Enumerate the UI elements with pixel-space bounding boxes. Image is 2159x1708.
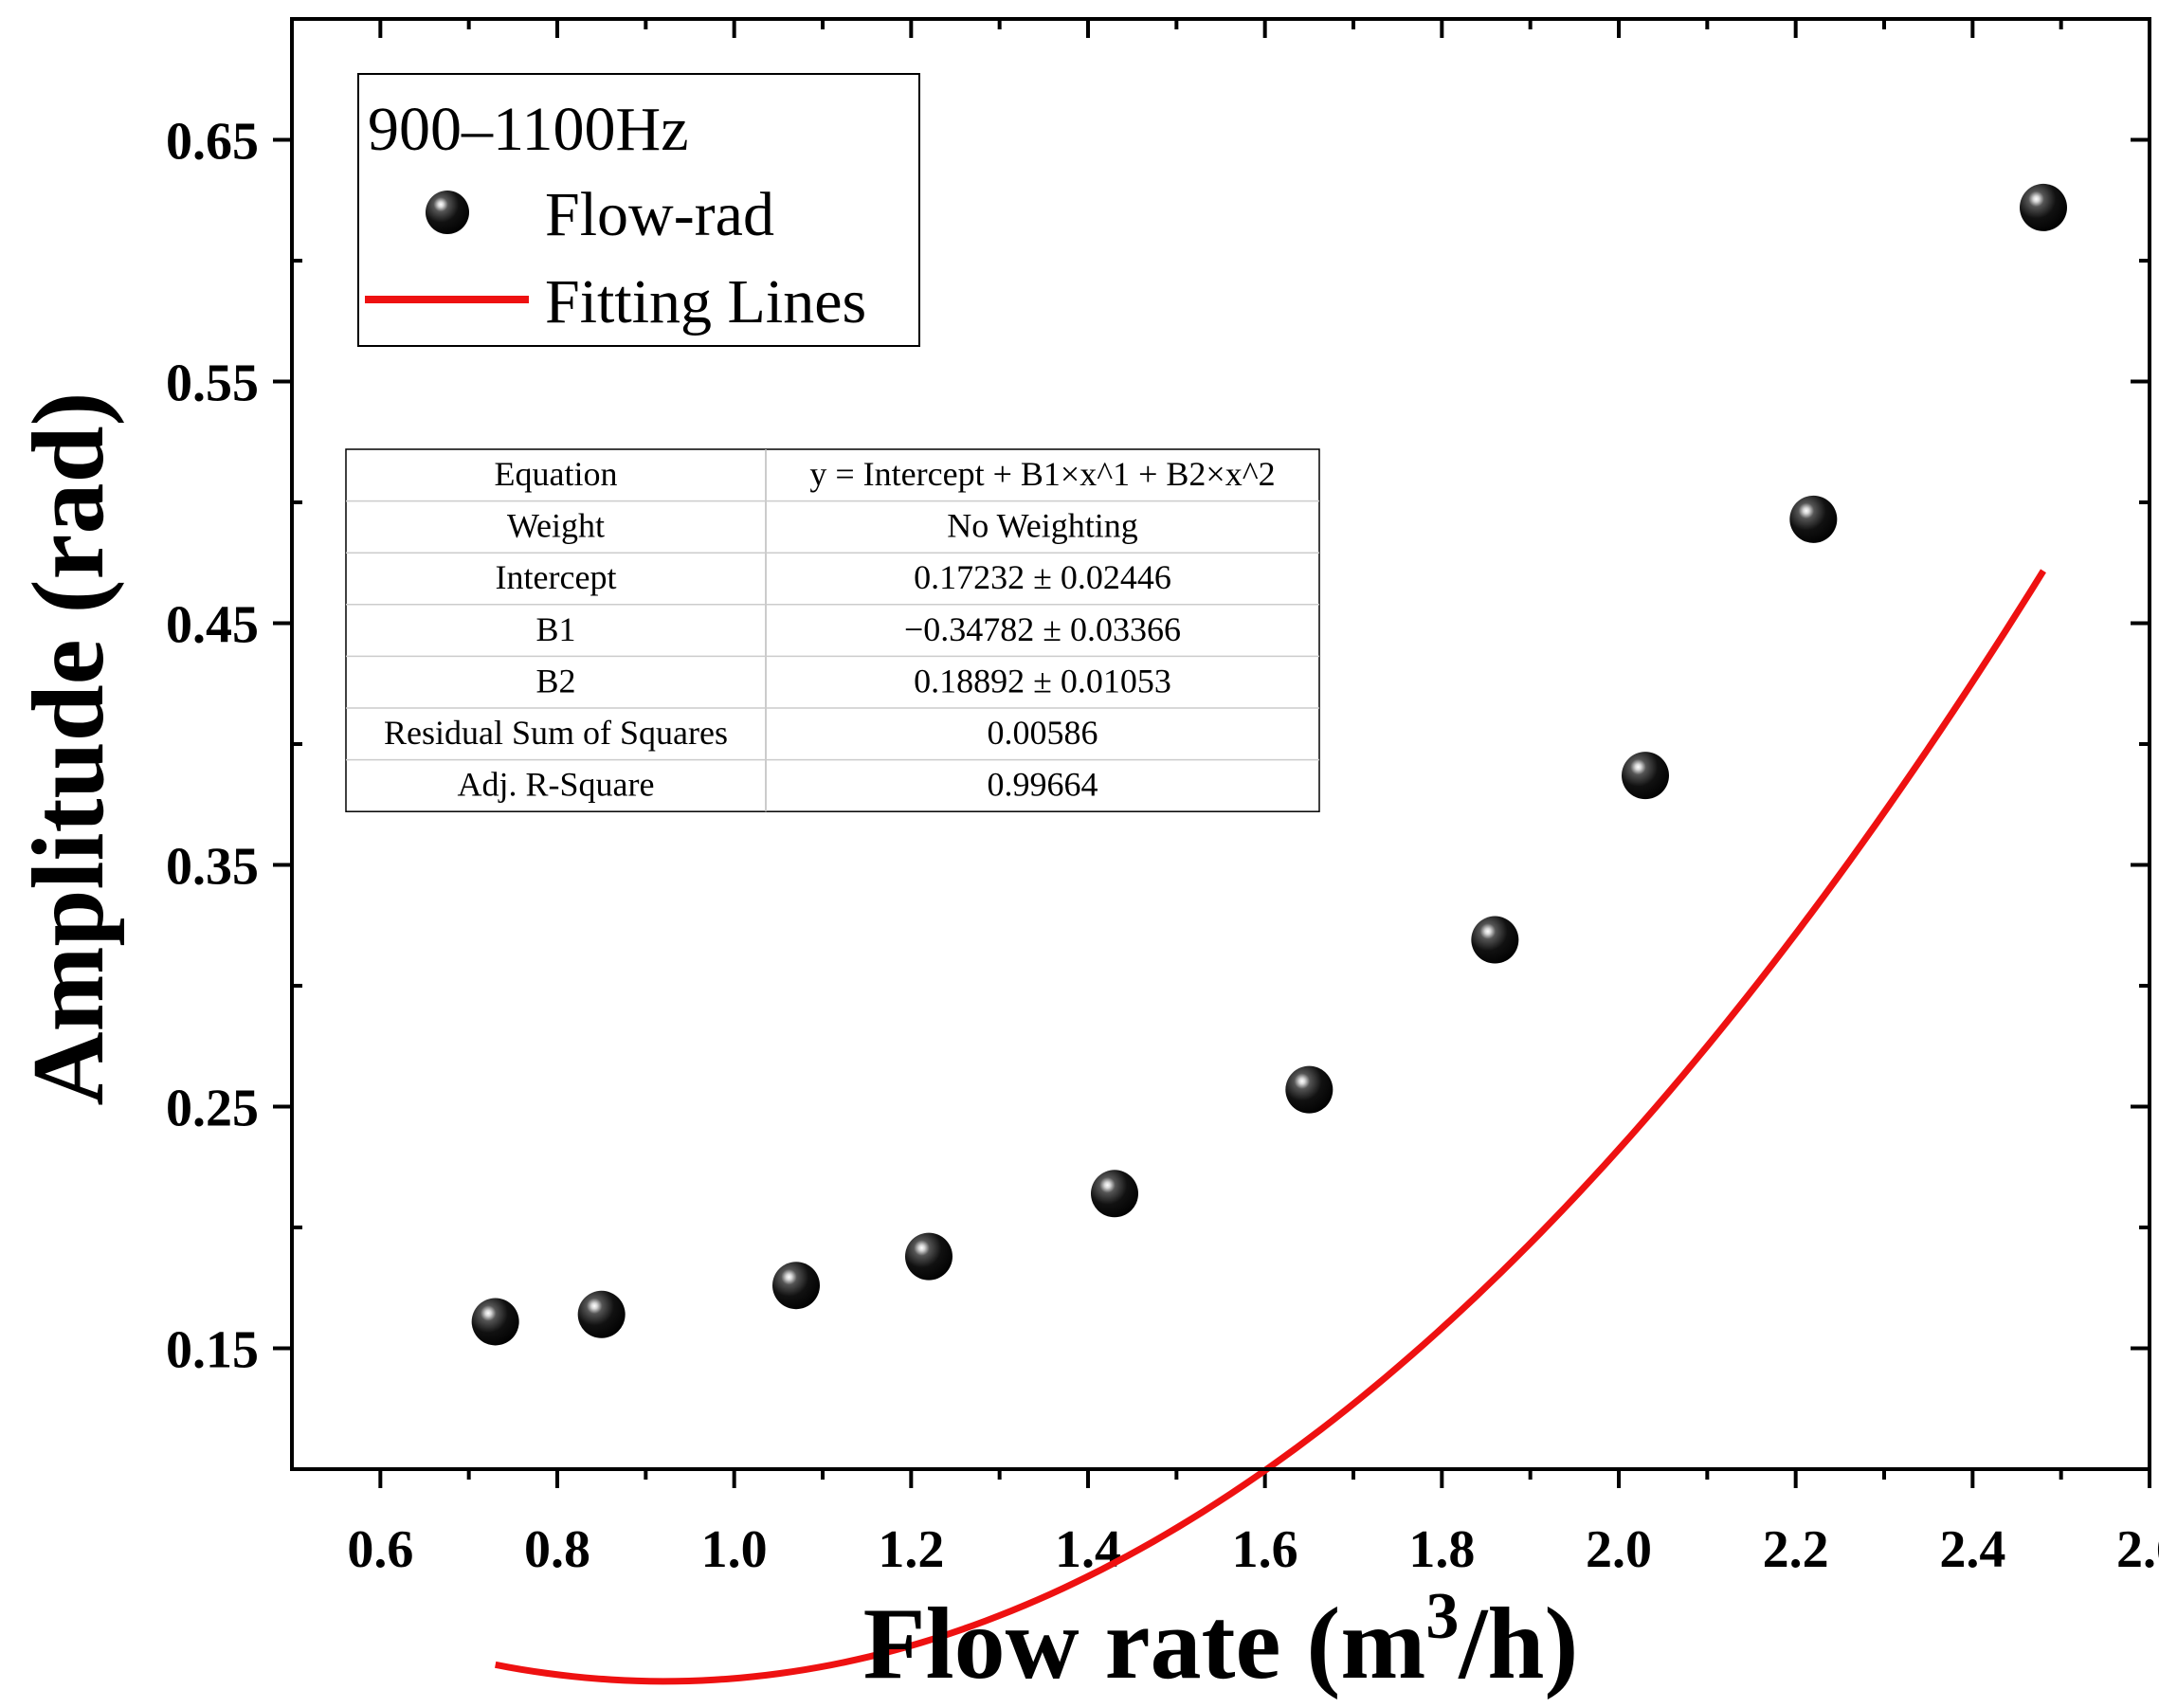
x-axis-title-superscript: 3 — [1425, 1580, 1459, 1653]
fit-table-value: 0.18892 ± 0.01053 — [914, 662, 1171, 700]
y-tick-label: 0.45 — [166, 596, 259, 655]
y-tick-label: 0.25 — [166, 1080, 259, 1138]
fit-table-key: Equation — [495, 455, 618, 493]
fit-table-value: −0.34782 ± 0.03366 — [904, 610, 1181, 648]
fit-table: Equation y = Intercept + B1×x^1 + B2×x^2 W… — [345, 448, 1320, 812]
data-point — [1789, 495, 1838, 543]
data-point — [1622, 752, 1669, 800]
fit-table-value: 0.99664 — [988, 766, 1098, 804]
data-point — [471, 1298, 519, 1346]
x-tick-label: 0.8 — [524, 1520, 590, 1579]
x-tick-label: 2.4 — [1939, 1520, 2005, 1579]
legend-label-flow-rad: Flow-rad — [545, 180, 774, 249]
data-point — [1471, 916, 1519, 964]
legend: 900–1100Hz Flow-rad Fitting Lines — [357, 73, 920, 347]
legend-marker-flow-rad — [426, 191, 469, 234]
data-point — [772, 1262, 820, 1310]
x-tick-label: 2.6 — [2116, 1520, 2159, 1579]
fit-table-key: Residual Sum of Squares — [384, 714, 728, 752]
x-tick-label: 0.6 — [347, 1520, 413, 1579]
x-tick-label: 2.0 — [1586, 1520, 1652, 1579]
x-axis-title: Flow rate (m3/h) — [863, 1580, 1579, 1700]
tick-layer: 0.6 0.8 1.0 1.2 1.4 1.6 1.8 2.0 2.2 2.4 2.6 0.15 0.2… — [166, 17, 2159, 1579]
x-tick-label: 1.2 — [878, 1520, 944, 1579]
data-point — [905, 1232, 952, 1281]
data-point — [2020, 183, 2067, 231]
legend-label-fitting-lines: Fitting Lines — [545, 267, 866, 336]
y-axis-title: Amplitude (rad) — [12, 392, 125, 1106]
x-axis-title-main: Flow rate (m — [863, 1588, 1426, 1700]
fit-table-value: 0.17232 ± 0.02446 — [914, 558, 1171, 596]
x-tick-label: 1.0 — [701, 1520, 768, 1579]
y-tick-label: 0.55 — [166, 354, 259, 413]
y-tick-label: 0.15 — [166, 1321, 259, 1380]
fit-table-value: y = Intercept + B1×x^1 + B2×x^2 — [809, 455, 1275, 493]
point-layer — [471, 183, 2067, 1346]
data-point — [577, 1290, 626, 1338]
plot-frame — [290, 17, 2151, 1471]
x-tick-label: 2.2 — [1763, 1520, 1829, 1579]
fit-table-key: Adj. R-Square — [458, 766, 655, 804]
x-axis-title-suffix: /h) — [1457, 1588, 1578, 1700]
fit-table-key: B1 — [535, 610, 575, 648]
y-tick-label: 0.35 — [166, 838, 259, 897]
x-tick-label: 1.8 — [1408, 1520, 1475, 1579]
data-point — [1091, 1170, 1138, 1218]
y-tick-label: 0.65 — [166, 113, 259, 172]
fit-table-key: Weight — [507, 507, 605, 545]
fit-table-frame — [345, 448, 1320, 812]
fit-table-value: No Weighting — [947, 507, 1137, 545]
fit-table-value: 0.00586 — [988, 714, 1098, 752]
x-tick-label: 1.4 — [1055, 1520, 1121, 1579]
legend-title: 900–1100Hz — [368, 95, 689, 164]
fit-table-key: B2 — [535, 662, 575, 700]
data-point — [1285, 1065, 1334, 1114]
x-tick-label: 1.6 — [1232, 1520, 1298, 1579]
fit-table-key: Intercept — [496, 558, 617, 596]
